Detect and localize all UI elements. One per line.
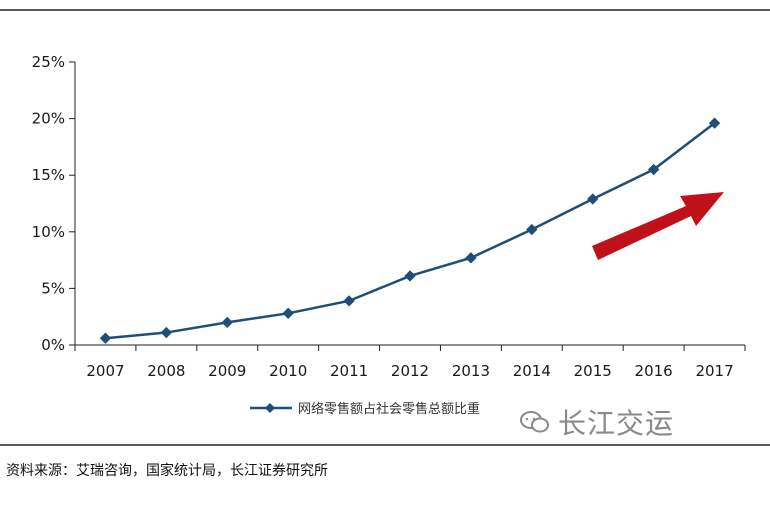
data-point [647,163,660,176]
y-tick-label: 5% [41,279,65,297]
data-point [221,316,233,329]
y-axis: 0% 5% 10% 15% 20% 25% [32,53,76,354]
x-tick-label: 2015 [574,362,612,380]
y-tick-label: 0% [41,336,65,354]
y-tick-label: 25% [32,53,65,71]
y-tick-label: 10% [32,223,65,241]
data-point [404,270,416,282]
watermark-text: 长江交运 [558,407,675,440]
x-tick-label: 2014 [513,362,551,380]
series-path [105,122,716,340]
trend-arrow [592,192,724,260]
x-tick-label: 2016 [635,362,673,380]
x-axis: 2007 2008 2009 2010 2011 2012 2013 2014 2015 2016… [74,344,746,380]
data-point [160,326,173,339]
x-tick-label: 2008 [147,362,185,380]
trend-arrow-shape [592,192,724,260]
data-point [99,332,112,344]
data-point [526,223,538,236]
legend: 网络零售额占社会零售总额比重 [250,401,480,417]
data-point [343,295,355,307]
x-tick-label: 2012 [391,362,429,380]
y-tick-label: 20% [32,110,65,128]
x-tick-label: 2007 [86,362,124,380]
x-tick-label: 2010 [269,362,307,380]
legend-label: 网络零售额占社会零售总额比重 [298,401,480,417]
data-point [587,193,599,205]
legend-marker [265,403,275,413]
x-tick-label: 2017 [695,362,733,380]
watermark: 长江交运 [520,402,674,442]
chat-bubble-icon [520,411,549,433]
x-tick-label: 2009 [208,362,246,380]
x-tick-label: 2013 [452,362,490,380]
data-point [282,307,294,319]
series-line [99,117,721,344]
y-tick-label: 15% [32,166,65,184]
x-tick-label: 2011 [330,362,368,380]
data-point [465,252,477,264]
source-note: 资料来源：艾瑞咨询，国家统计局，长江证券研究所 [6,463,328,479]
